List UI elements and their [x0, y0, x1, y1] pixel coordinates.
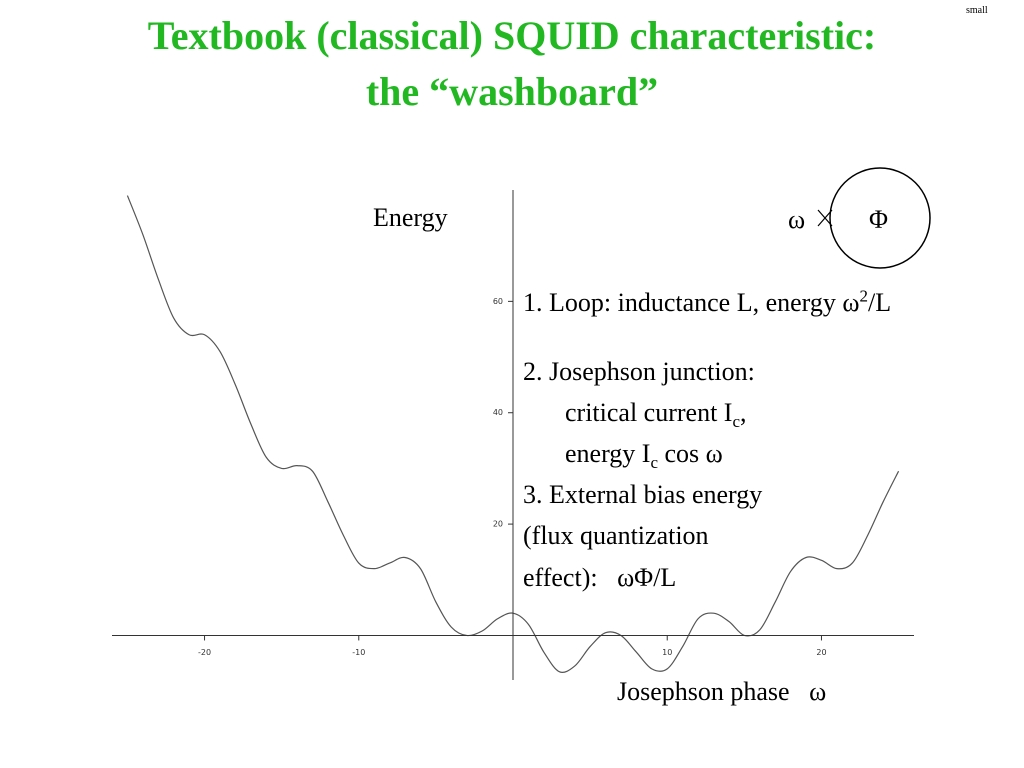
x-axis-label: Josephson phase ω — [617, 677, 827, 706]
note-sub: c — [732, 412, 740, 432]
y-tick-label: 60 — [493, 297, 503, 306]
note: critical current Ic, — [565, 398, 747, 430]
note-text: /L — [867, 288, 892, 317]
note: energy Ic cos ω — [565, 439, 723, 471]
x-tick-label: -10 — [352, 648, 365, 657]
note-text: energy I — [565, 439, 651, 468]
title: the “washboard” — [365, 69, 659, 114]
loop-circle — [829, 167, 931, 269]
y-axis-label: Energy — [373, 203, 448, 232]
note: (flux quantization — [523, 521, 709, 550]
x-tick-label: -20 — [198, 648, 211, 657]
note-text: cos ω — [657, 439, 723, 468]
x-tick-label: 20 — [816, 648, 826, 657]
note: effect): ωΦ/L — [523, 563, 677, 592]
title: Textbook (classical) SQUID characteristi… — [147, 13, 877, 58]
note-sub: c — [650, 453, 658, 473]
note-sup: 2 — [859, 286, 868, 306]
corner-note: small — [966, 5, 988, 16]
note-text: critical current I — [565, 398, 733, 427]
y-tick-label: 40 — [493, 408, 503, 417]
note-text: , — [740, 398, 747, 427]
phase-symbol: ω — [788, 205, 806, 234]
note: 3. External bias energy — [523, 480, 763, 509]
note: 2. Josephson junction: — [523, 357, 755, 386]
y-tick-label: 20 — [493, 520, 503, 529]
note: 1. Loop: inductance L, energy ω2/L — [523, 287, 892, 317]
flux-symbol: Φ — [869, 205, 889, 234]
x-tick-label: 10 — [662, 648, 672, 657]
junction-cross — [817, 209, 833, 227]
note-text: 1. Loop: inductance L, energy ω — [523, 288, 860, 317]
